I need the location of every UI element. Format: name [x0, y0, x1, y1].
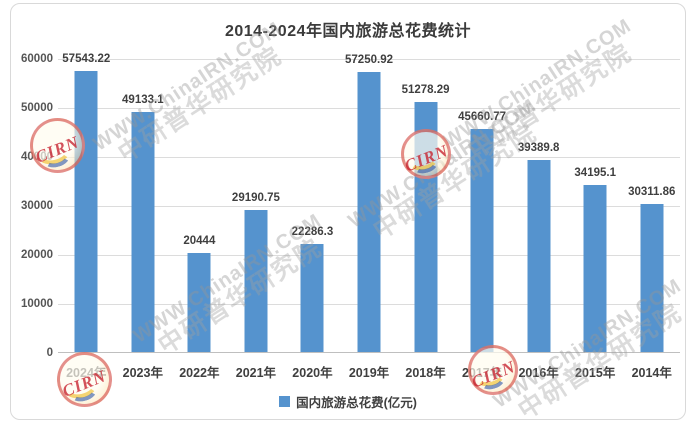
bar-value-label: 45660.77	[458, 111, 507, 124]
y-tick-label: 20000	[21, 249, 53, 261]
bar-value-label: 39389.8	[517, 142, 560, 154]
bar-group: 49133.1 2023年	[115, 59, 172, 380]
x-axis-label: 2017年	[461, 366, 503, 380]
chart-frame: 2014-2024年国内旅游总花费统计 0 10000 20000 30000 4000…	[10, 3, 686, 420]
bar	[300, 243, 324, 353]
y-tick-label: 30000	[21, 200, 53, 212]
bar	[74, 71, 98, 353]
bar	[583, 185, 607, 353]
x-axis-label: 2021年	[235, 366, 277, 380]
bar-value-label: 57543.22	[62, 53, 111, 66]
legend: 国内旅游总花费(亿元)	[11, 392, 685, 411]
x-axis-label: 2022年	[179, 366, 220, 380]
bar	[187, 252, 211, 353]
bars: 57543.22 2024年 49133.1 2023年 20444 2022年 29190…	[58, 53, 680, 380]
bar	[640, 204, 664, 353]
bar	[357, 72, 381, 353]
bar-group: 57543.22 2024年	[58, 53, 115, 380]
legend-swatch-icon	[279, 396, 291, 407]
bar-group: 22286.3 2020年	[284, 59, 341, 380]
bar-value-label: 29190.75	[231, 191, 280, 204]
bar	[414, 101, 438, 353]
x-axis-label: 2016年	[518, 366, 559, 380]
bar-value-label: 30311.86	[628, 186, 676, 199]
bar	[244, 209, 268, 353]
y-tick-label: 0	[46, 347, 53, 359]
y-tick-label: 60000	[21, 53, 53, 65]
bar-value-label: 51278.29	[401, 83, 450, 96]
plot-area: 57543.22 2024年 49133.1 2023年 20444 2022年 29190…	[58, 53, 680, 380]
bar-group: 51278.29 2018年	[397, 59, 454, 380]
x-axis-line	[58, 352, 680, 353]
bar-value-label: 34195.1	[574, 167, 616, 180]
bar	[527, 160, 551, 353]
bar-group: 30311.86 2014年	[623, 59, 680, 380]
x-axis-label: 2023年	[122, 366, 163, 380]
y-tick-label: 50000	[21, 102, 53, 114]
bar-group: 57250.92 2019年	[341, 54, 398, 380]
grid-line	[58, 59, 680, 60]
y-tick-label: 10000	[21, 298, 53, 310]
bar-group: 34195.1 2015年	[567, 59, 624, 380]
y-tick-label: 40000	[21, 151, 53, 163]
x-axis-label: 2020年	[292, 366, 333, 380]
bar-group: 45660.77 2017年	[454, 59, 511, 380]
bar-value-label: 22286.3	[291, 225, 334, 238]
bar	[470, 129, 494, 353]
bar-group: 29190.75 2021年	[228, 59, 285, 380]
bar	[131, 112, 155, 353]
x-axis-label: 2024年	[66, 366, 107, 380]
y-axis: 0 10000 20000 30000 40000 50000 60000	[11, 53, 53, 359]
bar-group: 20444 2022年	[171, 59, 228, 380]
legend-label: 国内旅游总花费(亿元)	[296, 396, 417, 410]
x-axis-label: 2019年	[348, 366, 390, 380]
chart-title: 2014-2024年国内旅游总花费统计	[224, 23, 472, 40]
bar-value-label: 20444	[183, 234, 216, 247]
bar-value-label: 57250.92	[345, 54, 393, 67]
x-axis-label: 2018年	[405, 366, 446, 380]
x-axis-label: 2015年	[575, 366, 616, 380]
x-axis-label: 2014年	[631, 366, 672, 380]
bar-group: 39389.8 2016年	[510, 59, 567, 380]
bar-value-label: 49133.1	[122, 94, 164, 107]
